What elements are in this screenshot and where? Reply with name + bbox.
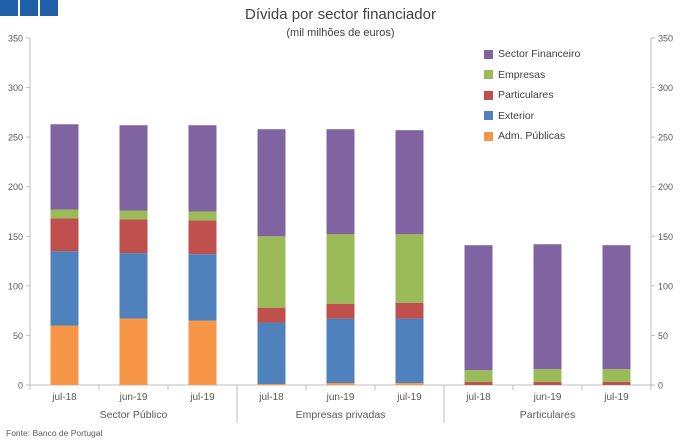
source-note: Fonte: Banco de Portugal	[6, 428, 103, 438]
y-tick-label-right: 250	[658, 133, 673, 143]
logo-block	[20, 0, 38, 16]
bar-segment	[395, 302, 424, 319]
bar-segment	[602, 369, 631, 383]
x-tick-label: jul-18	[258, 392, 284, 403]
bar-segment	[50, 218, 79, 252]
x-tick-label: jul-19	[396, 392, 422, 403]
legend-item: Adm. Públicas	[484, 126, 580, 147]
y-tick-label-left: 0	[18, 381, 23, 391]
bar-segment	[395, 234, 424, 303]
legend-item: Empresas	[484, 65, 580, 86]
y-tick-label-right: 150	[658, 232, 673, 242]
legend-label: Empresas	[498, 68, 546, 81]
group-label: Sector Público	[100, 409, 168, 421]
group-label: Empresas privadas	[296, 409, 386, 421]
bar-segment	[533, 369, 562, 383]
bar-segment	[188, 220, 217, 255]
bar-segment	[326, 234, 355, 304]
legend-swatch	[484, 111, 493, 121]
bar-segment	[119, 125, 148, 211]
legend-item: Exterior	[484, 106, 580, 127]
bar-segment	[602, 245, 631, 370]
legend-swatch	[484, 131, 493, 141]
bar-segment	[395, 318, 424, 384]
x-tick-label: jun-19	[533, 392, 562, 403]
bar-segment	[257, 307, 286, 323]
y-tick-label-left: 200	[8, 182, 23, 192]
y-tick-label-left: 150	[8, 232, 23, 242]
bar-segment	[326, 383, 355, 385]
bar-segment	[533, 244, 562, 370]
y-tick-label-right: 100	[658, 281, 673, 291]
x-tick-label: jul-18	[51, 392, 77, 403]
bar-segment	[119, 318, 148, 385]
y-tick-label-right: 0	[658, 381, 663, 391]
legend-item: Particulares	[484, 85, 580, 106]
x-tick-label: jun-19	[326, 392, 355, 403]
bar-segment	[395, 383, 424, 385]
bar-segment	[257, 322, 286, 385]
legend-label: Sector Financeiro	[498, 48, 581, 61]
bar-segment	[119, 253, 148, 319]
bar-segment	[257, 129, 286, 237]
bar-segment	[257, 384, 286, 385]
bar-segment	[464, 370, 493, 383]
bar-segment	[119, 219, 148, 254]
bar-segment	[395, 130, 424, 235]
y-tick-label-left: 350	[8, 34, 23, 44]
bar-segment	[326, 318, 355, 384]
legend-swatch	[484, 49, 493, 59]
legend-swatch	[484, 90, 493, 100]
bar-segment	[464, 245, 493, 371]
logo-block	[0, 0, 18, 16]
logo-block	[40, 0, 58, 16]
bar-segment	[188, 320, 217, 385]
y-tick-label-left: 50	[13, 331, 23, 341]
group-label: Particulares	[520, 409, 575, 421]
y-tick-label-left: 100	[8, 281, 23, 291]
chart-subtitle: (mil milhões de euros)	[286, 27, 395, 39]
y-tick-label-right: 50	[658, 331, 668, 341]
x-tick-label: jul-18	[465, 392, 491, 403]
bar-segment	[602, 382, 631, 385]
x-tick-label: jul-19	[603, 392, 629, 403]
y-tick-label-right: 200	[658, 182, 673, 192]
y-tick-label-left: 250	[8, 133, 23, 143]
legend-label: Adm. Públicas	[498, 130, 566, 143]
bar-segment	[533, 382, 562, 385]
legend-swatch	[484, 70, 493, 80]
y-tick-label-right: 300	[658, 83, 673, 93]
logo	[0, 0, 58, 16]
legend-label: Particulares	[498, 89, 554, 102]
y-tick-label-left: 300	[8, 83, 23, 93]
x-tick-label: jul-19	[189, 392, 215, 403]
chart-title: Dívida por sector financiador	[245, 6, 436, 23]
x-tick-label: jun-19	[119, 392, 148, 403]
bar-segment	[188, 254, 217, 321]
bar-segment	[50, 124, 79, 210]
legend: Sector Financeiro Empresas Particulares Ext…	[484, 44, 580, 147]
bar-segment	[326, 303, 355, 319]
bar-segment	[50, 209, 79, 219]
bar-segment	[50, 325, 79, 385]
y-tick-label-right: 350	[658, 34, 673, 44]
bar-segment	[326, 129, 355, 235]
bar-segment	[50, 251, 79, 326]
bar-segment	[257, 236, 286, 308]
bar-segment	[119, 210, 148, 220]
bar-segment	[188, 211, 217, 221]
bar-segment	[464, 382, 493, 385]
legend-item: Sector Financeiro	[484, 44, 580, 65]
bar-segment	[188, 125, 217, 212]
legend-label: Exterior	[498, 109, 535, 122]
